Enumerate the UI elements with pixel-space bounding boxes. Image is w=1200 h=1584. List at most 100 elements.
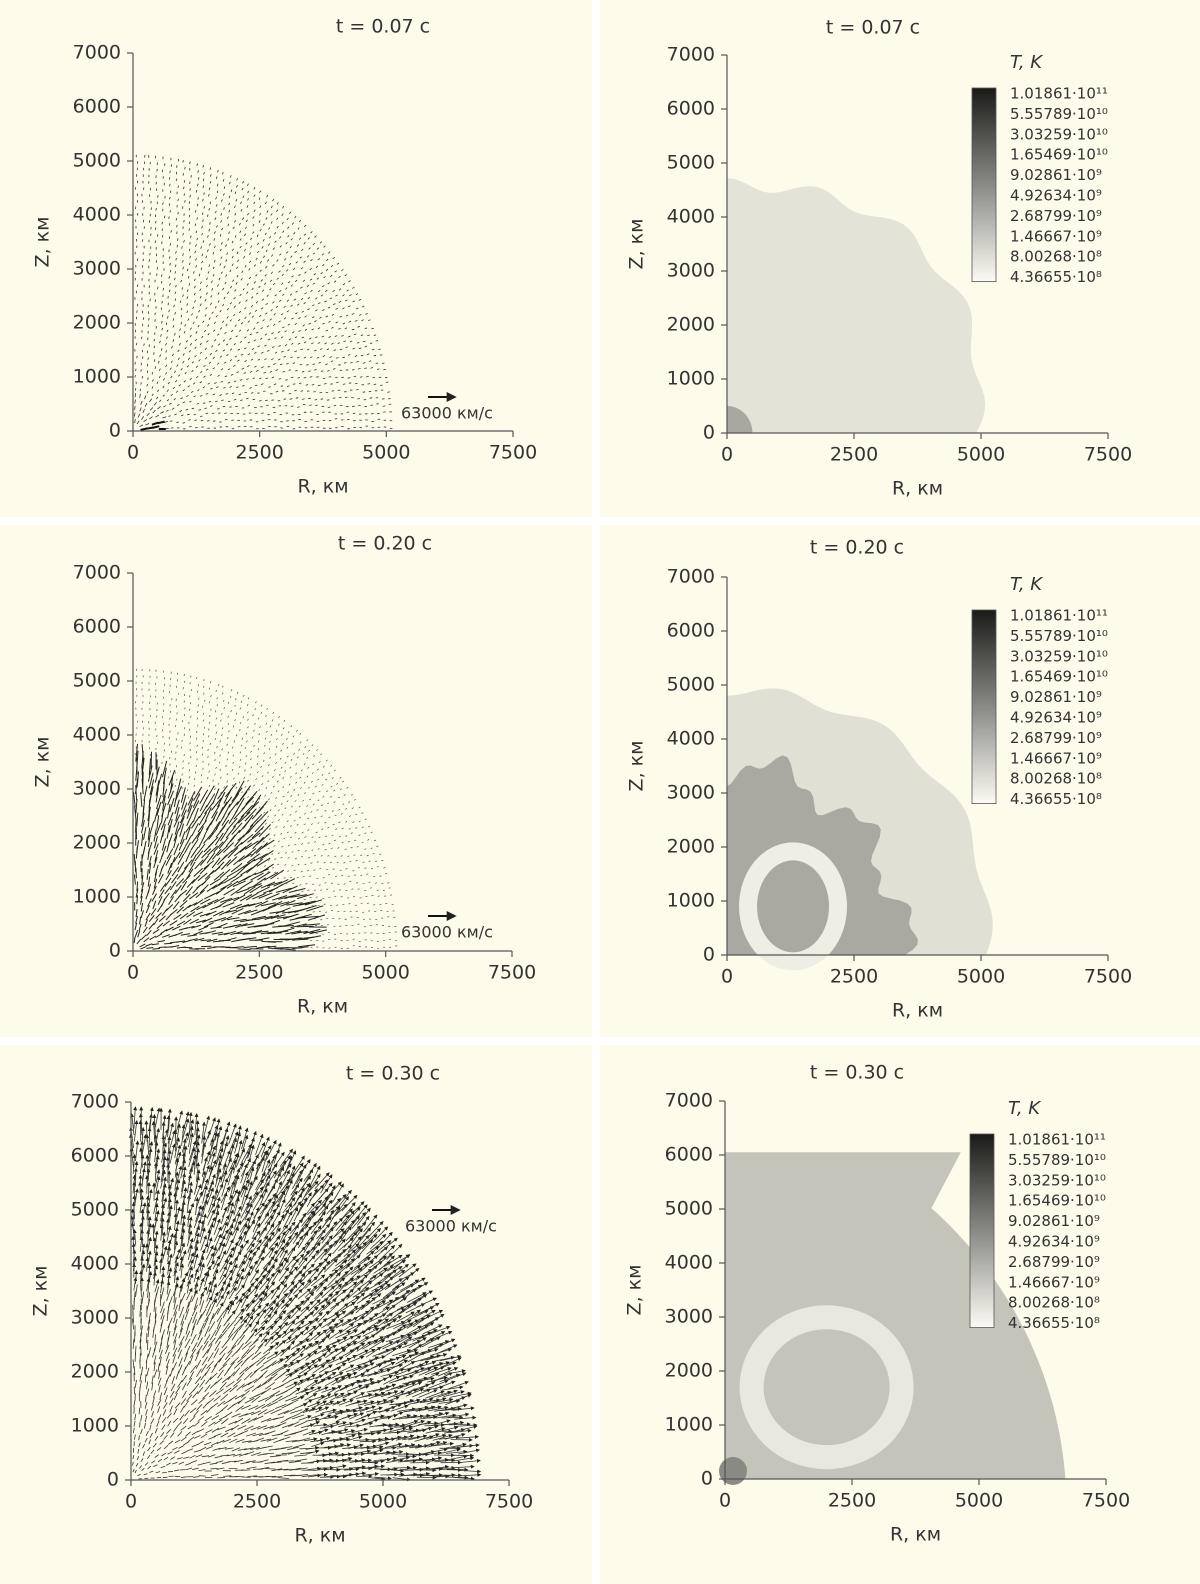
vector [362, 882, 365, 885]
vector [184, 346, 187, 350]
vector [139, 393, 141, 398]
vector [280, 336, 284, 339]
vector [264, 333, 268, 336]
vector [262, 223, 265, 226]
colorbar [971, 87, 997, 283]
vector [219, 248, 222, 252]
vector [220, 241, 223, 245]
vector [153, 338, 155, 342]
vector [235, 335, 238, 338]
colorbar-label: 1.01861·10¹¹ [1010, 85, 1108, 103]
vector [245, 219, 248, 223]
vector [170, 230, 172, 233]
vector [199, 351, 203, 354]
vector [169, 420, 173, 422]
colorbar-label: 5.55789·10¹⁰ [1010, 627, 1108, 645]
vector [376, 403, 379, 405]
vector [236, 251, 239, 255]
vector [202, 320, 205, 323]
vector [328, 896, 331, 899]
y-tick-label: 7000 [667, 566, 715, 588]
vector [189, 188, 191, 191]
vector [199, 303, 202, 307]
y-tick-label: 7000 [73, 42, 121, 64]
vector [299, 256, 302, 259]
vector [221, 399, 224, 401]
y-tick-label: 2000 [667, 314, 715, 336]
colorbar-label: 2.68799·10⁹ [1010, 729, 1102, 747]
vector [300, 286, 303, 289]
vector [141, 336, 143, 340]
vector [224, 281, 227, 285]
vector [283, 398, 287, 400]
vector [198, 309, 201, 313]
vector [184, 323, 187, 327]
x-tick-label: 5000 [362, 442, 410, 464]
vector [269, 288, 272, 291]
vector [210, 387, 213, 390]
vector [229, 337, 232, 340]
vector [256, 321, 259, 324]
vector [177, 357, 180, 361]
y-tick-label: 6000 [73, 616, 121, 638]
vector [324, 342, 327, 345]
vector [332, 890, 336, 892]
vector [287, 323, 291, 326]
vector [271, 346, 275, 348]
vector [333, 405, 337, 407]
vector [239, 230, 242, 234]
vector [257, 250, 260, 254]
vector [271, 332, 274, 335]
vector [201, 232, 204, 236]
vector [226, 252, 229, 255]
vector [255, 301, 259, 304]
vector [203, 329, 207, 333]
vector [316, 356, 320, 359]
vector [244, 392, 247, 394]
vector [253, 339, 257, 342]
vector [310, 258, 313, 262]
vector [237, 948, 251, 950]
vector [189, 400, 192, 403]
vector [359, 376, 363, 378]
vector [278, 378, 282, 380]
vector [317, 290, 321, 293]
colorbar-label: 9.02861·10⁹ [1010, 166, 1102, 184]
vector [303, 242, 306, 245]
vector [156, 266, 158, 270]
vector [244, 248, 246, 252]
vector [206, 277, 208, 281]
vector [205, 255, 207, 259]
vector [295, 261, 298, 264]
vector [152, 425, 160, 429]
vector [181, 273, 184, 277]
y-tick-label: 2000 [667, 836, 715, 858]
vector [199, 395, 203, 397]
vector [145, 423, 150, 426]
vector [232, 226, 235, 230]
vector [227, 368, 231, 371]
vector [205, 284, 208, 288]
vector [300, 267, 304, 270]
vector [275, 390, 279, 393]
vector [297, 342, 301, 345]
vector [325, 329, 329, 332]
vector [251, 296, 254, 299]
vector [238, 310, 242, 314]
vector [264, 232, 267, 236]
vector [197, 324, 200, 328]
colorbar-label: 3.03259·10¹⁰ [1010, 647, 1108, 665]
vector [294, 336, 298, 339]
vector [353, 333, 357, 336]
vector [276, 277, 279, 280]
vector [169, 210, 171, 213]
vector [202, 212, 204, 215]
vector [312, 252, 316, 255]
vector [179, 328, 181, 331]
vector [325, 289, 328, 293]
vector [157, 420, 165, 425]
vector [325, 315, 329, 318]
vector [205, 393, 209, 395]
x-tick-label: 2500 [235, 962, 283, 984]
vector [318, 910, 321, 912]
